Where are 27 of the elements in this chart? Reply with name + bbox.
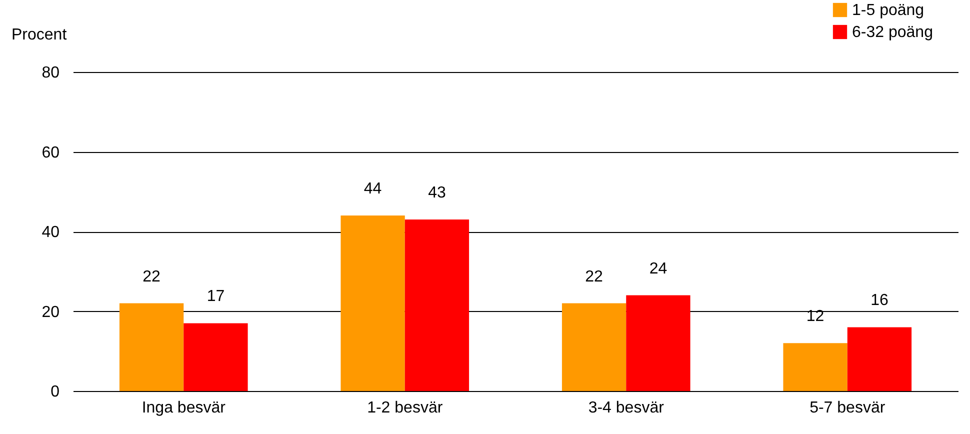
x-tick-label: 3-4 besvär	[588, 400, 665, 416]
data-label: 43	[428, 184, 446, 202]
y-tick-label: 40	[42, 224, 60, 241]
y-tick-label: 20	[42, 304, 60, 321]
bar	[562, 303, 626, 391]
data-label: 22	[585, 268, 604, 286]
y-axis-title: Procent	[12, 26, 68, 44]
bar	[340, 216, 405, 391]
x-tick-label: Inga besvär	[142, 400, 226, 416]
bar	[783, 343, 848, 391]
bar	[626, 295, 690, 391]
x-tick-label: 5-7 besvär	[810, 400, 886, 416]
y-tick-label: 0	[50, 384, 60, 400]
legend-label: 1-5 poäng	[852, 2, 924, 19]
data-label: 44	[364, 180, 382, 198]
bar	[119, 303, 184, 391]
data-label: 24	[649, 260, 668, 278]
bar	[847, 327, 912, 391]
legend-label: 6-32 poäng	[852, 24, 933, 41]
bar	[404, 220, 470, 391]
y-tick-label: 60	[42, 144, 60, 162]
x-tick-label: 1-2 besvär	[367, 400, 444, 416]
bar	[184, 323, 248, 391]
data-label: 16	[870, 292, 888, 310]
y-tick-label: 80	[42, 64, 60, 82]
data-label: 22	[142, 268, 161, 286]
data-label: 17	[206, 288, 225, 306]
